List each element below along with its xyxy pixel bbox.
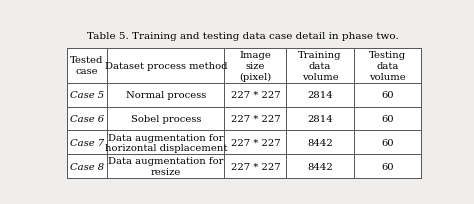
- Text: 60: 60: [381, 138, 394, 147]
- Text: 2814: 2814: [307, 91, 333, 100]
- Text: Case 7: Case 7: [70, 138, 104, 147]
- Text: 227 * 227: 227 * 227: [230, 114, 280, 123]
- Text: 60: 60: [381, 162, 394, 171]
- Text: Sobel process: Sobel process: [131, 114, 201, 123]
- Text: 227 * 227: 227 * 227: [230, 162, 280, 171]
- Text: 8442: 8442: [307, 138, 333, 147]
- Bar: [66, 49, 421, 178]
- Text: Data augmentation for
resize: Data augmentation for resize: [108, 157, 224, 176]
- Text: Testing
data
volume: Testing data volume: [369, 51, 406, 81]
- Text: Case 5: Case 5: [70, 91, 104, 100]
- Text: Dataset process method: Dataset process method: [105, 62, 227, 70]
- Text: Case 6: Case 6: [70, 114, 104, 123]
- Text: 227 * 227: 227 * 227: [230, 91, 280, 100]
- Text: Tested
case: Tested case: [70, 56, 104, 76]
- Text: 8442: 8442: [307, 162, 333, 171]
- Text: Table 5. Training and testing data case detail in phase two.: Table 5. Training and testing data case …: [87, 32, 399, 41]
- Text: 60: 60: [381, 114, 394, 123]
- Text: Image
size
(pixel): Image size (pixel): [239, 51, 272, 81]
- Text: Case 8: Case 8: [70, 162, 104, 171]
- Text: Normal process: Normal process: [126, 91, 206, 100]
- Text: Training
data
volume: Training data volume: [298, 51, 342, 81]
- Text: Data augmentation for
horizontal displacement: Data augmentation for horizontal displac…: [105, 133, 227, 153]
- Text: 2814: 2814: [307, 114, 333, 123]
- Text: 227 * 227: 227 * 227: [230, 138, 280, 147]
- Text: 60: 60: [381, 91, 394, 100]
